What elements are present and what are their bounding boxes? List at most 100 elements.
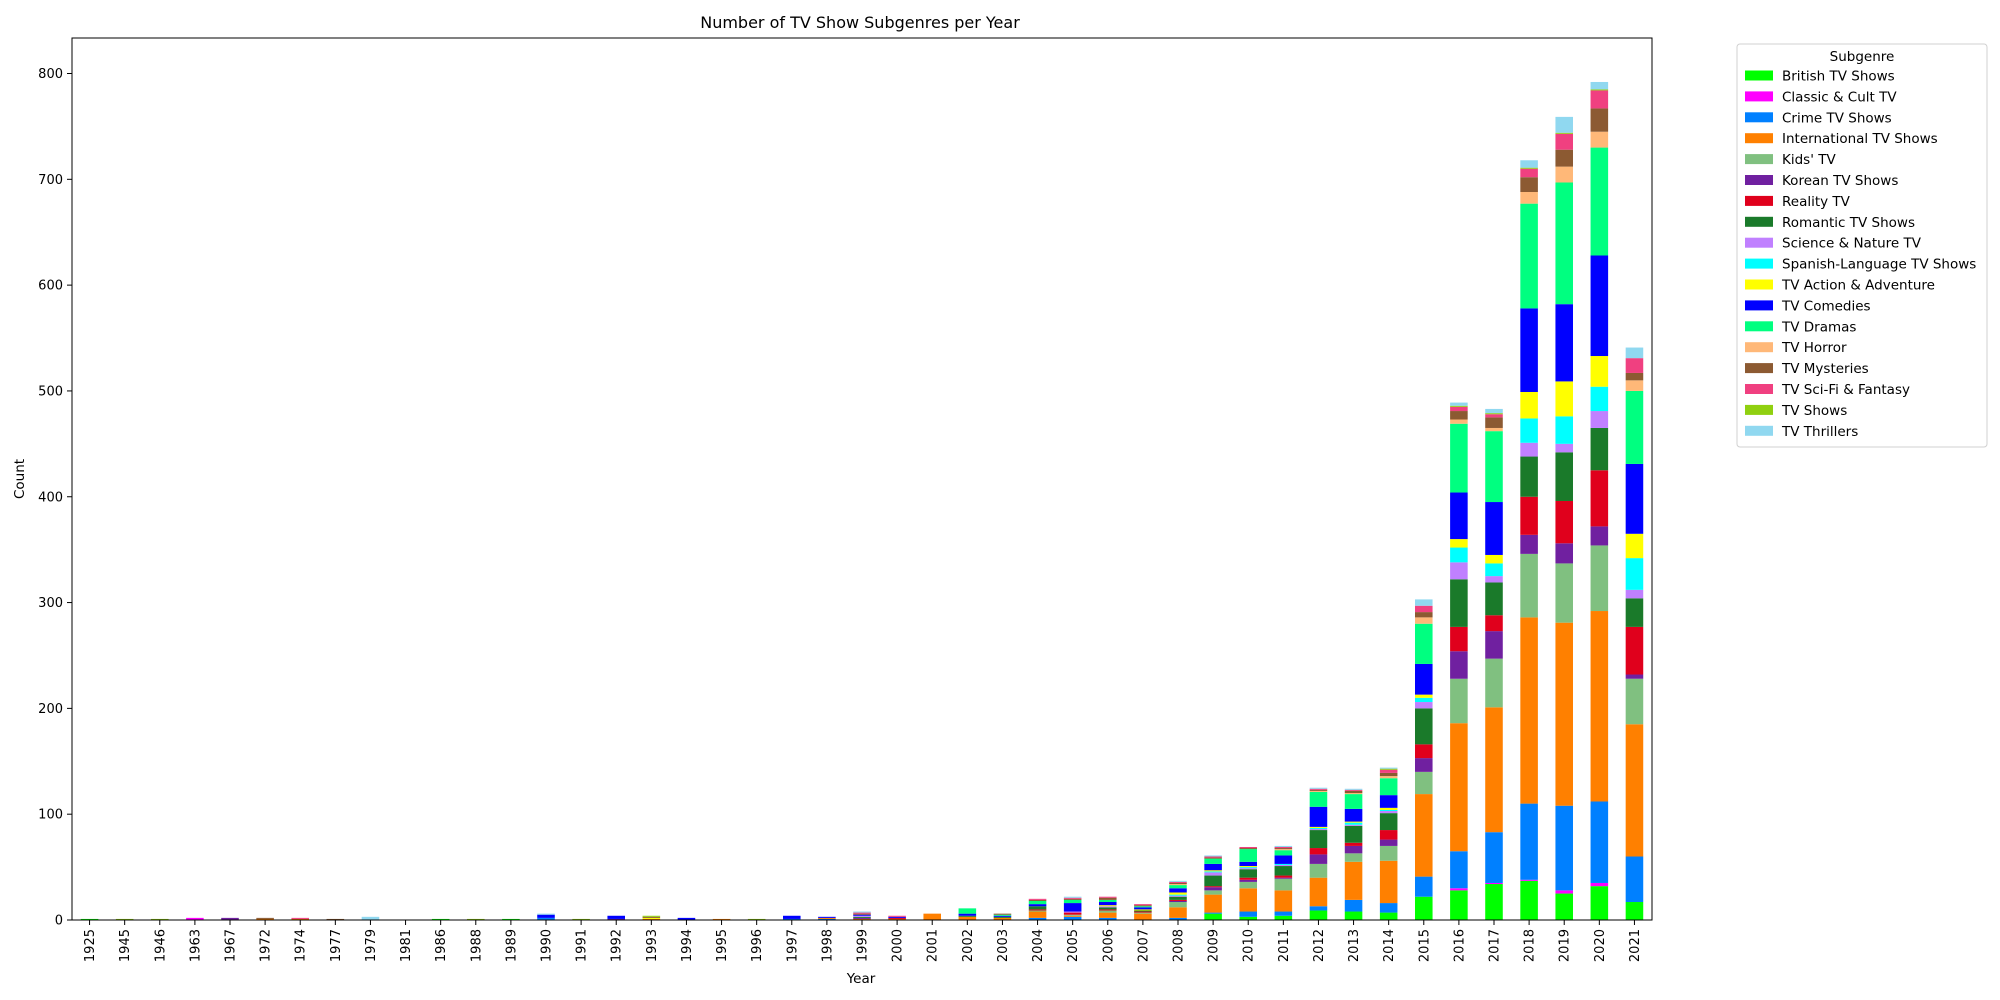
bar-segment xyxy=(1590,89,1609,91)
bar-segment xyxy=(291,918,309,920)
legend-swatch xyxy=(1745,342,1773,353)
bar-segment xyxy=(1625,724,1644,857)
bar-segment xyxy=(1555,149,1573,167)
bar-segment xyxy=(1625,856,1644,903)
bar-segment xyxy=(1239,888,1257,912)
bar-segment xyxy=(1379,769,1398,773)
bar-segment xyxy=(1625,674,1644,679)
bar-segment xyxy=(1520,456,1538,497)
bar-segment xyxy=(1555,132,1573,134)
bar-segment xyxy=(115,918,134,920)
bar-segment xyxy=(1169,900,1187,903)
bar-segment xyxy=(783,918,801,920)
legend-entry: Romantic TV Shows xyxy=(1782,215,1915,231)
legend-swatch xyxy=(1745,425,1773,436)
bar-segment xyxy=(1063,912,1082,915)
bar-segment xyxy=(1590,81,1609,90)
x-tick-label: 2020 xyxy=(1593,929,1608,962)
bar-segment xyxy=(1239,881,1257,889)
bar-segment xyxy=(151,918,169,920)
bar-segment xyxy=(1520,203,1538,309)
bar-segment xyxy=(1274,911,1293,916)
x-tick-label: 1998 xyxy=(820,929,835,962)
legend-entry: Science & Nature TV xyxy=(1782,236,1922,252)
bar-segment xyxy=(1239,861,1257,867)
x-tick-label: 2012 xyxy=(1312,929,1327,962)
bar-segment xyxy=(1485,582,1503,616)
bar-segment xyxy=(1520,167,1538,169)
bar-segment xyxy=(1169,885,1187,889)
legend: Subgenre British TV Shows Classic & Cult … xyxy=(1736,43,1988,448)
bar-segment xyxy=(853,915,871,917)
x-tick-label: 2015 xyxy=(1417,929,1432,962)
bar-segment xyxy=(1590,255,1609,357)
bar-segment xyxy=(1379,767,1398,769)
x-tick-label: 2014 xyxy=(1382,929,1397,962)
x-tick-label: 1990 xyxy=(540,929,555,962)
bar-segment xyxy=(1590,356,1609,387)
bar-segment xyxy=(993,914,1012,916)
y-tick-label: 300 xyxy=(38,596,63,611)
bar-segment xyxy=(1450,423,1468,493)
bar-segment xyxy=(1169,907,1187,918)
bar-segment xyxy=(1239,866,1257,868)
bar-segment xyxy=(1485,576,1503,583)
bar-segment xyxy=(1344,824,1363,826)
bar-segment xyxy=(1625,558,1644,590)
bar-segment xyxy=(1099,906,1117,908)
bar-segment xyxy=(1239,868,1257,870)
bar-segment xyxy=(1274,863,1293,865)
bar-segment xyxy=(1485,502,1503,555)
legend-swatch xyxy=(1745,112,1773,123)
bar-segment xyxy=(1415,758,1433,772)
bar-segment xyxy=(993,915,1012,917)
bar-segment xyxy=(1344,861,1363,900)
bar-segment xyxy=(1063,896,1082,898)
bar-segment xyxy=(1274,850,1293,856)
bar-segment xyxy=(1625,533,1644,559)
legend-swatch xyxy=(1745,300,1773,311)
bar-segment xyxy=(642,918,661,920)
y-tick-label: 0 xyxy=(55,914,63,929)
bar-segment xyxy=(1625,902,1644,920)
bar-segment xyxy=(1028,910,1047,912)
bar-segment xyxy=(1590,90,1609,109)
bar-segment xyxy=(1204,872,1222,876)
bar-segment xyxy=(1204,856,1222,858)
bar-segment xyxy=(1169,917,1187,920)
x-tick-label: 2009 xyxy=(1207,929,1222,962)
bar-segment xyxy=(1344,842,1363,846)
bar-segment xyxy=(1169,895,1187,897)
bar-segment xyxy=(1309,906,1328,911)
x-tick-label: 2001 xyxy=(926,929,941,962)
bar-segment xyxy=(1555,304,1573,382)
bar-segment xyxy=(1274,866,1293,876)
bar-segment xyxy=(1344,825,1363,843)
bar-segment xyxy=(1450,851,1468,889)
bar-segment xyxy=(1485,408,1503,414)
bar-segment xyxy=(853,918,871,920)
legend-entry: British TV Shows xyxy=(1782,69,1895,85)
bar-segment xyxy=(1028,900,1047,905)
bar-segment xyxy=(1239,916,1257,920)
bar-segment xyxy=(888,916,906,918)
x-tick-label: 1991 xyxy=(575,929,590,962)
y-tick-label: 600 xyxy=(38,279,63,294)
legend-swatch xyxy=(1745,216,1773,227)
bar-segment xyxy=(537,917,555,920)
bar-segment xyxy=(1520,168,1538,178)
bar-segment xyxy=(1379,795,1398,808)
x-tick-label: 2000 xyxy=(891,929,906,962)
legend-swatch xyxy=(1745,91,1773,102)
bar-segment xyxy=(677,917,696,920)
bar-segment xyxy=(1028,904,1047,907)
bar-segment xyxy=(467,918,485,920)
x-tick-label: 1988 xyxy=(469,929,484,962)
bar-segment xyxy=(1415,876,1433,897)
x-tick-label: 2018 xyxy=(1523,929,1538,962)
legend-title: Subgenre xyxy=(1830,49,1895,65)
bar-segment xyxy=(1555,563,1573,623)
bar-segment xyxy=(1274,848,1293,850)
chart-title: Number of TV Show Subgenres per Year xyxy=(700,13,1020,32)
bar-segment xyxy=(1099,896,1117,898)
